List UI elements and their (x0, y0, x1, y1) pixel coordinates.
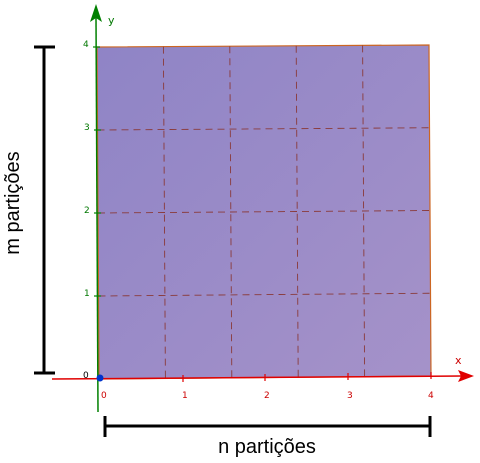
vertical-bracket (34, 45, 55, 375)
y-ticks: 1 2 3 4 (83, 40, 101, 299)
x-tick-label: 1 (182, 391, 188, 401)
x-axis-label: x (455, 354, 462, 367)
x-axis-arrow-icon (458, 370, 474, 382)
partitioned-region (96, 44, 432, 380)
vertical-bracket-label: m partições (2, 151, 24, 254)
y-tick-label: 1 (84, 289, 90, 299)
x-tick-label: 2 (264, 391, 270, 401)
x-tick-label: 0 (101, 391, 107, 401)
y-tick-label: 4 (83, 40, 89, 50)
x-axis (51, 375, 463, 380)
grid-lines (97, 45, 431, 379)
grid-horizontal-line (97, 210, 431, 214)
x-tick-label: 3 (347, 391, 353, 401)
origin-label: 0 (83, 371, 89, 381)
y-axis-label: y (108, 14, 115, 27)
grid-horizontal-line (97, 127, 430, 131)
x-tick-label: 4 (428, 391, 434, 401)
y-tick-label: 2 (84, 206, 90, 216)
grid-vertical-line (362, 45, 366, 377)
grid-horizontal-line (98, 292, 431, 297)
x-ticks: 0 1 2 3 4 (101, 372, 434, 401)
y-tick-label: 3 (84, 123, 90, 133)
y-axis (95, 17, 99, 413)
horizontal-bracket (103, 416, 432, 437)
origin-point (96, 374, 104, 382)
grid-vertical-line (295, 45, 299, 378)
y-axis-arrow-icon (90, 4, 102, 22)
grid-vertical-line (229, 46, 233, 378)
grid-vertical-line (162, 46, 166, 379)
horizontal-bracket-label: n partições (218, 436, 316, 458)
